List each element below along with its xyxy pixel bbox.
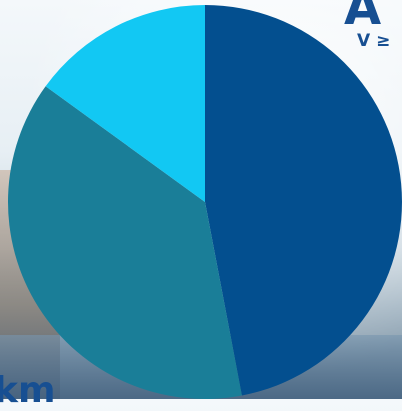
partial-subheading: V ≥ — [357, 31, 391, 51]
pie-slice-2 — [8, 86, 242, 399]
pie-slice-3 — [45, 5, 206, 202]
pie-slice-1 — [205, 5, 402, 396]
partial-heading: A — [344, 0, 381, 36]
pie-chart — [8, 5, 402, 399]
